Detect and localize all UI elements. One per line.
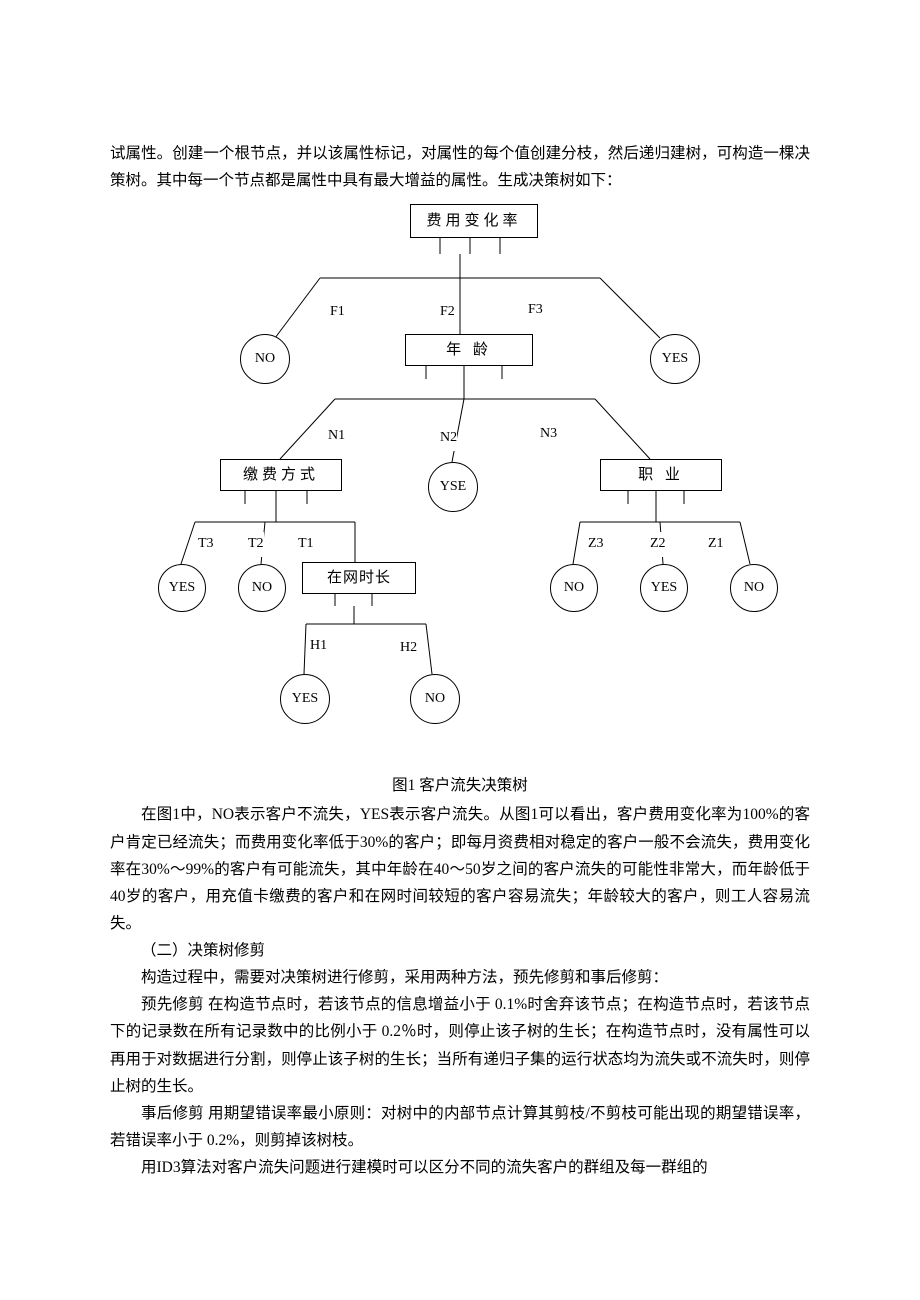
figure-caption: 图1 客户流失决策树 bbox=[110, 772, 810, 799]
node-yes-t3: YES bbox=[158, 564, 206, 612]
edge-label-z1: Z1 bbox=[708, 532, 724, 557]
section-2-p4: 用ID3算法对客户流失问题进行建模时可以区分不同的流失客户的群组及每一群组的 bbox=[110, 1154, 810, 1181]
paragraph-after-figure: 在图1中，NO表示客户不流失，YES表示客户流失。从图1可以看出，客户费用变化率… bbox=[110, 801, 810, 937]
section-2-p3: 事后修剪 用期望错误率最小原则：对树中的内部节点计算其剪枝/不剪枝可能出现的期望… bbox=[110, 1100, 810, 1154]
edge-label-f2: F2 bbox=[440, 300, 455, 325]
edge-label-f1: F1 bbox=[330, 300, 345, 325]
edge-label-n2: N2 bbox=[440, 426, 457, 451]
edge-label-h2: H2 bbox=[400, 636, 417, 661]
node-net: 在网时长 bbox=[302, 562, 416, 594]
edge-label-f3: F3 bbox=[528, 298, 543, 323]
edge-label-z2: Z2 bbox=[650, 532, 666, 557]
edge-label-z3: Z3 bbox=[588, 532, 604, 557]
edge-label-t3: T3 bbox=[198, 532, 214, 557]
node-no-z1: NO bbox=[730, 564, 778, 612]
section-2-p2: 预先修剪 在构造节点时，若该节点的信息增益小于 0.1%时舍弃该节点；在构造节点… bbox=[110, 991, 810, 1100]
node-yes-z2: YES bbox=[640, 564, 688, 612]
node-no1: NO bbox=[240, 334, 290, 384]
edge-label-h1: H1 bbox=[310, 634, 327, 659]
node-yse: YSE bbox=[428, 462, 478, 512]
edge-label-t2: T2 bbox=[248, 532, 264, 557]
document-page: 试属性。创建一个根节点，并以该属性标记，对属性的每个值创建分枝，然后递归建树，可… bbox=[0, 0, 920, 1241]
section-2-p1: 构造过程中，需要对决策树进行修剪，采用两种方法，预先修剪和事后修剪： bbox=[110, 964, 810, 991]
node-yes1: YES bbox=[650, 334, 700, 384]
node-age: 年 龄 bbox=[405, 334, 533, 366]
node-pay: 缴费方式 bbox=[220, 459, 342, 491]
intro-paragraph: 试属性。创建一个根节点，并以该属性标记，对属性的每个值创建分枝，然后递归建树，可… bbox=[110, 140, 810, 194]
section-2-title: （二）决策树修剪 bbox=[110, 937, 810, 964]
edge-label-t1: T1 bbox=[298, 532, 314, 557]
node-no-t2: NO bbox=[238, 564, 286, 612]
node-root: 费用变化率 bbox=[410, 204, 538, 238]
decision-tree-diagram: 费用变化率 NO 年 龄 YES 缴费方式 YSE 职 业 YES NO 在网时… bbox=[110, 204, 810, 764]
node-no-z3: NO bbox=[550, 564, 598, 612]
node-yes-h1: YES bbox=[280, 674, 330, 724]
node-job: 职 业 bbox=[600, 459, 722, 491]
edge-label-n3: N3 bbox=[540, 422, 557, 447]
edge-label-n1: N1 bbox=[328, 424, 345, 449]
node-no-h2: NO bbox=[410, 674, 460, 724]
